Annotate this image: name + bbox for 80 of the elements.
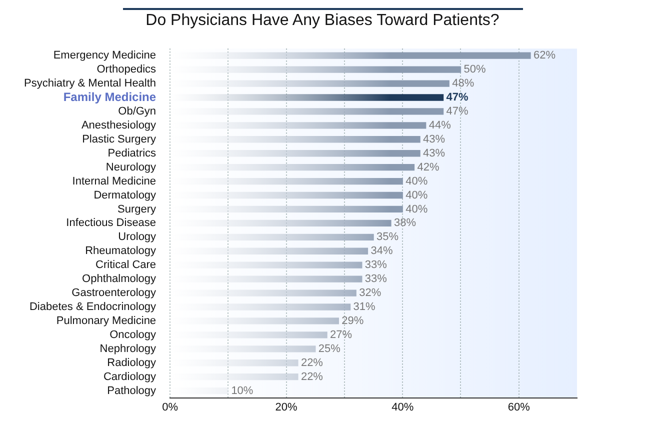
bar (170, 387, 229, 394)
data-label: 40% (406, 175, 428, 188)
y-tick-label: Nephrology (100, 342, 157, 355)
y-tick-label: Ob/Gyn (118, 105, 156, 118)
y-tick-label: Internal Medicine (72, 175, 156, 188)
data-label: 38% (394, 217, 416, 230)
y-tick-label: Gastroenterology (72, 287, 157, 300)
data-label: 42% (417, 161, 440, 174)
data-label: 62% (533, 50, 556, 62)
y-tick-label: Urology (118, 231, 157, 244)
y-tick-label: Dermatology (94, 189, 157, 202)
data-label: 22% (300, 370, 324, 383)
bar (170, 80, 450, 87)
y-tick-label: Emergency Medicine (53, 50, 156, 62)
bar (170, 318, 339, 324)
bar (170, 332, 328, 338)
bar (170, 192, 403, 199)
y-tick-label: Neurology (106, 161, 157, 174)
y-tick-label: Radiology (107, 356, 157, 369)
bar (170, 122, 426, 129)
y-tick-label: Ophthalmology (82, 273, 157, 286)
y-tick-label: Rheumatology (85, 245, 157, 258)
x-tick-label: 0% (162, 401, 178, 414)
bar (170, 234, 374, 240)
bar (170, 290, 356, 296)
bar (170, 360, 298, 366)
data-label: 34% (370, 245, 393, 258)
data-label: 44% (428, 119, 452, 132)
y-tick-label: Plastic Surgery (82, 133, 157, 146)
data-label: 43% (423, 133, 446, 146)
data-label: 31% (353, 301, 376, 314)
bar (170, 374, 298, 380)
data-label: 27% (330, 328, 352, 341)
bar (170, 94, 444, 101)
data-label: 35% (376, 231, 399, 244)
y-tick-label: Critical Care (96, 259, 156, 272)
bar (170, 206, 403, 213)
bar (170, 108, 444, 115)
y-tick-label: Pathology (107, 384, 157, 397)
y-tick-label: Family Medicine (63, 90, 156, 104)
data-label: 40% (406, 189, 428, 202)
bar (170, 164, 415, 171)
y-tick-label: Diabetes & Endocrinology (29, 301, 157, 314)
y-tick-label: Cardiology (103, 370, 157, 383)
y-tick-label: Pediatrics (108, 147, 157, 160)
y-tick-label: Infectious Disease (66, 217, 156, 230)
bar (170, 346, 316, 352)
bar (170, 276, 362, 282)
y-tick-label: Pulmonary Medicine (56, 315, 156, 328)
y-tick-label: Orthopedics (96, 64, 157, 76)
data-label: 47% (446, 92, 469, 104)
x-tick-label: 20% (275, 401, 298, 414)
data-label: 32% (359, 287, 382, 300)
bar (170, 304, 351, 310)
bar (170, 52, 531, 59)
bar (170, 248, 368, 254)
data-label: 33% (364, 259, 388, 272)
y-tick-label: Psychiatry & Mental Health (24, 78, 156, 90)
data-label: 10% (231, 384, 254, 397)
y-tick-label: Surgery (118, 203, 157, 216)
bar (170, 136, 420, 143)
x-tick-label: 60% (508, 401, 530, 414)
y-tick-label: Oncology (110, 328, 157, 341)
bar (170, 220, 392, 227)
data-label: 33% (364, 273, 388, 286)
bar (170, 178, 403, 185)
bar (170, 150, 420, 157)
data-label: 29% (342, 315, 364, 328)
data-label: 43% (423, 147, 446, 160)
data-label: 40% (406, 203, 428, 216)
y-tick-label: Anesthesiology (81, 119, 157, 132)
data-label: 50% (464, 64, 486, 76)
bar (170, 262, 362, 268)
x-tick-label: 40% (392, 401, 414, 414)
bar (170, 66, 462, 73)
data-label: 47% (446, 105, 469, 118)
chart-title: Do Physicians Have Any Biases Toward Patients? (122, 8, 522, 30)
data-label: 48% (452, 78, 474, 90)
data-label: 25% (318, 342, 341, 355)
data-label: 22% (300, 356, 324, 369)
